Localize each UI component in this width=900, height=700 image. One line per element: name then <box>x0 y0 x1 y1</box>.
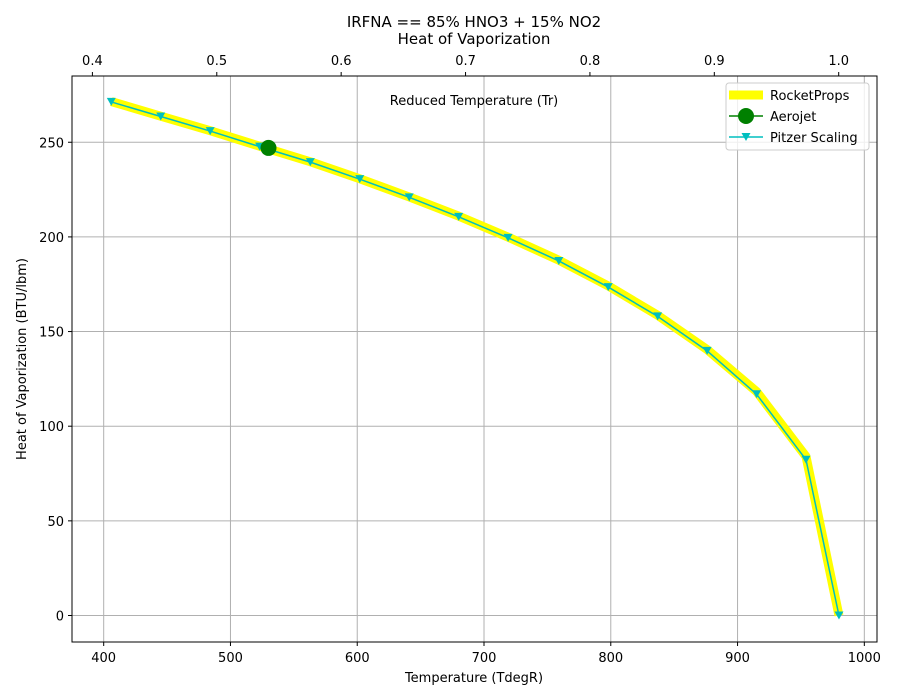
legend-label-aerojet: Aerojet <box>770 110 816 125</box>
top-axis-ticks: 0.4 0.5 0.6 0.7 0.8 0.9 1.0 <box>82 54 849 76</box>
pitzer-point-14 <box>801 455 811 464</box>
y-tick-label-4: 200 <box>39 231 64 246</box>
legend-label-pitzer: Pitzer Scaling <box>770 131 858 146</box>
plot-frame <box>71 75 878 643</box>
pitzer-point-13 <box>752 390 762 399</box>
pitzer-point-7 <box>454 212 464 221</box>
x-tick-label-6: 1000 <box>848 651 881 666</box>
pitzer-line <box>111 101 840 616</box>
x-axis-label: Temperature (TdegR) <box>404 671 543 686</box>
top-tick-label-1: 0.5 <box>206 54 227 69</box>
rocketprops-line <box>110 97 844 617</box>
x-axis-ticks: 400 500 600 700 800 900 1000 <box>91 642 881 666</box>
x-tick-label-2: 600 <box>345 651 370 666</box>
legend-label-rocketprops: RocketProps <box>770 89 850 104</box>
legend-marker-pitzer <box>741 133 751 141</box>
x-tick-label-3: 700 <box>472 651 497 666</box>
y-axis-label: Heat of Vaporization (BTU/lbm) <box>15 258 30 460</box>
pitzer-point-6 <box>404 193 414 202</box>
top-tick-label-2: 0.6 <box>331 54 352 69</box>
pitzer-point-12 <box>702 346 712 355</box>
x-tick-label-0: 400 <box>91 651 116 666</box>
top-axis-label: Reduced Temperature (Tr) <box>390 94 558 109</box>
pitzer-point-15 <box>834 611 844 620</box>
top-tick-label-3: 0.7 <box>455 54 476 69</box>
x-tick-label-4: 800 <box>598 651 623 666</box>
series-pitzer-scaling <box>106 97 844 620</box>
chart-subtitle: Heat of Vaporization <box>398 30 551 48</box>
legend-box <box>725 82 870 151</box>
legend-marker-aerojet <box>738 108 754 124</box>
pitzer-point-11 <box>653 312 663 321</box>
y-axis-ticks: 0 50 100 150 200 250 <box>39 136 72 624</box>
x-tick-label-1: 500 <box>218 651 243 666</box>
pitzer-point-8 <box>503 233 513 242</box>
pitzer-point-5 <box>355 175 365 184</box>
y-tick-label-1: 50 <box>47 515 64 530</box>
aerojet-point-0 <box>260 139 277 156</box>
series-aerojet <box>260 139 277 156</box>
grid-lines <box>72 76 877 642</box>
y-tick-label-0: 0 <box>56 609 64 624</box>
top-tick-label-6: 1.0 <box>828 54 849 69</box>
y-tick-label-2: 100 <box>39 420 64 435</box>
legend: RocketProps Aerojet Pitzer Scaling <box>725 82 870 151</box>
series-rocketprops <box>110 97 844 617</box>
chart-title: IRFNA == 85% HNO3 + 15% NO2 <box>347 13 601 31</box>
top-tick-label-0: 0.4 <box>82 54 103 69</box>
pitzer-point-1 <box>156 112 166 121</box>
y-tick-label-5: 250 <box>39 136 64 151</box>
pitzer-point-4 <box>305 158 315 167</box>
top-tick-label-4: 0.8 <box>580 54 601 69</box>
y-tick-label-3: 150 <box>39 326 64 341</box>
pitzer-point-9 <box>554 256 564 265</box>
x-tick-label-5: 900 <box>725 651 750 666</box>
pitzer-point-2 <box>205 127 215 136</box>
pitzer-point-10 <box>603 283 613 292</box>
pitzer-point-0 <box>106 97 116 106</box>
top-tick-label-5: 0.9 <box>704 54 725 69</box>
